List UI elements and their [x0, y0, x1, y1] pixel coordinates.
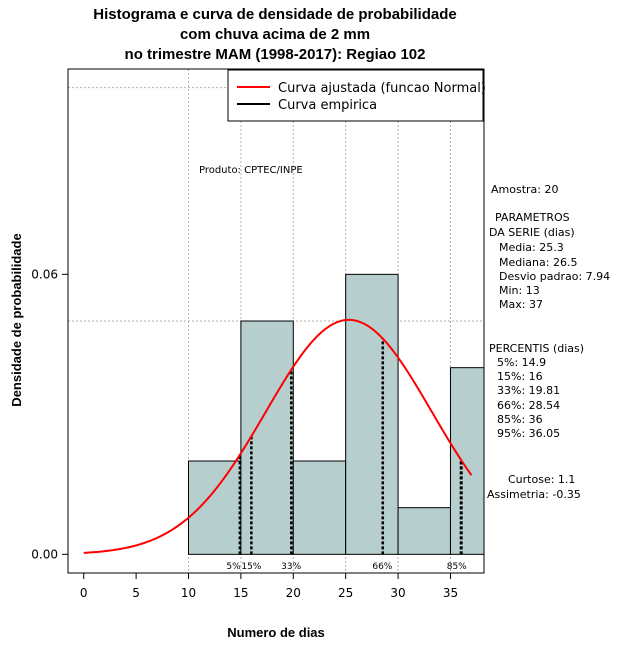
y-tick-label: 0.06	[31, 267, 58, 281]
stat-p95: 95%: 36.05	[497, 427, 561, 440]
stat-max: Max: 37	[499, 298, 543, 311]
legend-label-1: Curva ajustada (funcao Normal)	[278, 81, 486, 96]
stat-p66: 66%: 28.54	[497, 399, 561, 412]
stat-media: Media: 25.3	[499, 241, 564, 254]
stat-min: Min: 13	[499, 284, 540, 297]
legend-box	[227, 69, 484, 122]
stat-p5: 5%: 14.9	[497, 356, 547, 369]
stat-desvio: Desvio padrao: 7.94	[499, 270, 611, 283]
stat-assimetria: Assimetria: -0.35	[487, 488, 581, 501]
y-tick-label: 0.00	[31, 547, 58, 561]
percentile-marker-label: 5%	[226, 562, 241, 572]
percentile-marker-label: 85%	[447, 562, 467, 572]
histogram-bar-1	[188, 460, 242, 555]
stat-params-title-1: PARAMETROS	[495, 211, 570, 224]
x-tick-label: 25	[338, 586, 353, 600]
histogram-bar-6	[449, 367, 484, 555]
percentile-marker-label: 66%	[372, 562, 392, 572]
x-tick-label: 15	[233, 586, 248, 600]
stat-p85: 85%: 36	[497, 413, 543, 426]
normal-fit-curve	[83, 318, 473, 554]
histogram-bar-4	[345, 273, 399, 555]
plot-frame	[67, 68, 485, 574]
legend-label-2: Curva empirica	[278, 98, 377, 113]
stat-amostra: Amostra: 20	[491, 183, 559, 196]
product-annotation: Produto: CPTEC/INPE	[199, 165, 303, 176]
x-tick-label: 5	[132, 586, 140, 600]
chart-title-line-3: no trimestre MAM (1998-2017): Regiao 102	[124, 46, 426, 63]
stat-params-title-2: DA SERIE (dias)	[489, 226, 575, 239]
x-tick-label: 35	[443, 586, 458, 600]
x-tick-label: 10	[181, 586, 196, 600]
histogram-bar-2	[240, 320, 294, 555]
x-axis-label: Numero de dias	[227, 625, 325, 640]
stat-p33: 33%: 19.81	[497, 384, 561, 397]
x-tick-label: 0	[80, 586, 88, 600]
stat-p15: 15%: 16	[497, 370, 543, 383]
stat-mediana: Mediana: 26.5	[499, 256, 578, 269]
x-tick-label: 30	[390, 586, 405, 600]
stat-percentis-title: PERCENTIS (dias)	[489, 342, 585, 355]
histogram-bar-5	[397, 507, 451, 555]
stat-curtose: Curtose: 1.1	[508, 473, 576, 486]
x-tick-label: 20	[286, 586, 301, 600]
y-axis-label: Densidade de probabilidade	[9, 233, 24, 407]
chart-title-line-2: com chuva acima de 2 mm	[179, 26, 371, 43]
histogram-bar-3	[292, 460, 347, 555]
percentile-marker-label: 15%	[241, 562, 261, 572]
chart-title-line-1: Histograma e curva de densidade de proba…	[93, 6, 457, 23]
percentile-marker-label: 33%	[281, 562, 301, 572]
